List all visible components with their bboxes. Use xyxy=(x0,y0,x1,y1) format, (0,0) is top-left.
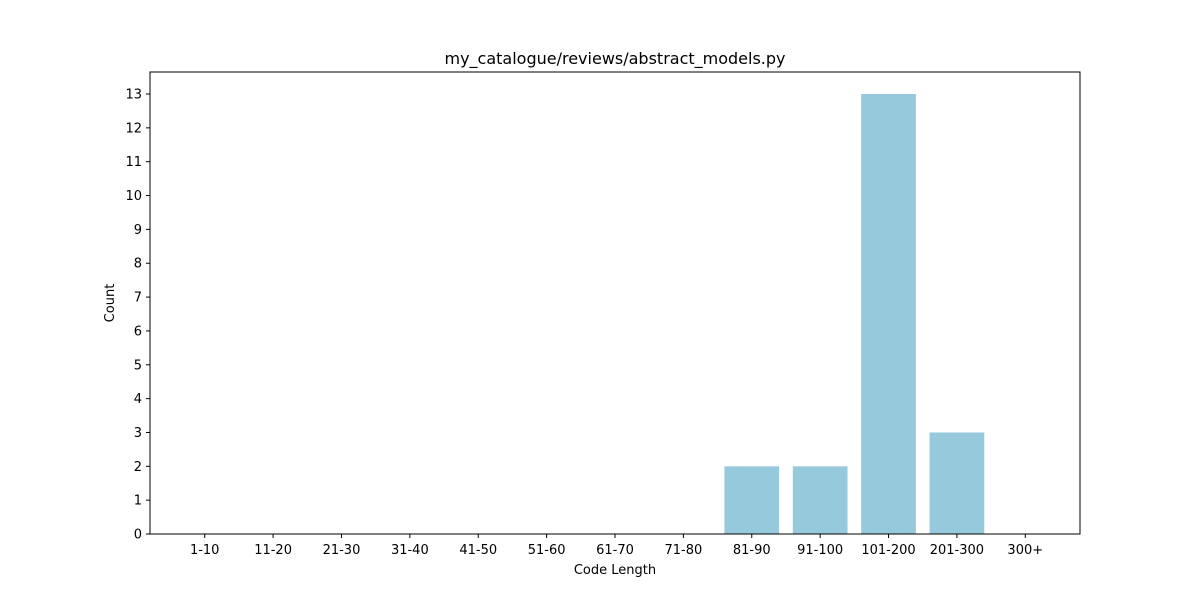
y-tick-label: 2 xyxy=(134,460,142,475)
x-tick-label: 51-60 xyxy=(528,543,566,558)
x-tick-label: 91-100 xyxy=(797,543,843,558)
x-tick-label: 61-70 xyxy=(596,543,634,558)
y-tick-label: 11 xyxy=(125,155,142,170)
bars-layer xyxy=(724,94,985,534)
bar-101-200 xyxy=(861,94,916,534)
x-axis-label: Code Length xyxy=(574,563,656,578)
y-tick-label: 0 xyxy=(134,528,142,543)
y-tick-label: 6 xyxy=(134,324,142,339)
y-tick-label: 12 xyxy=(125,121,142,136)
y-tick-label: 5 xyxy=(134,358,142,373)
y-tick-label: 3 xyxy=(134,426,142,441)
bar-91-100 xyxy=(792,466,848,534)
x-axis: 1-10 11-20 21-30 31-40 41-50 51-60 61-70 71-80 8… xyxy=(190,534,1043,558)
y-tick-label: 13 xyxy=(125,88,142,103)
y-axis-label: Count xyxy=(103,284,118,323)
x-tick-label: 31-40 xyxy=(391,543,429,558)
x-tick-label: 71-80 xyxy=(664,543,702,558)
x-tick-label: 11-20 xyxy=(254,543,292,558)
y-tick-label: 4 xyxy=(134,392,142,407)
y-tick-label: 10 xyxy=(125,189,142,204)
y-tick-label: 8 xyxy=(134,257,142,272)
x-tick-label: 300+ xyxy=(1007,543,1043,558)
x-tick-label: 81-90 xyxy=(733,543,771,558)
chart-title: my_catalogue/reviews/abstract_models.py xyxy=(444,49,785,69)
plot-frame xyxy=(149,71,1081,535)
bar-81-90 xyxy=(724,466,780,534)
x-tick-label: 101-200 xyxy=(861,543,915,558)
y-tick-label: 7 xyxy=(134,291,142,306)
x-tick-label: 41-50 xyxy=(459,543,497,558)
y-tick-label: 1 xyxy=(134,494,142,509)
x-tick-label: 21-30 xyxy=(323,543,361,558)
bar-201-300 xyxy=(929,432,985,534)
x-tick-label: 1-10 xyxy=(190,543,220,558)
y-tick-label: 9 xyxy=(134,223,142,238)
x-tick-label: 201-300 xyxy=(930,543,984,558)
